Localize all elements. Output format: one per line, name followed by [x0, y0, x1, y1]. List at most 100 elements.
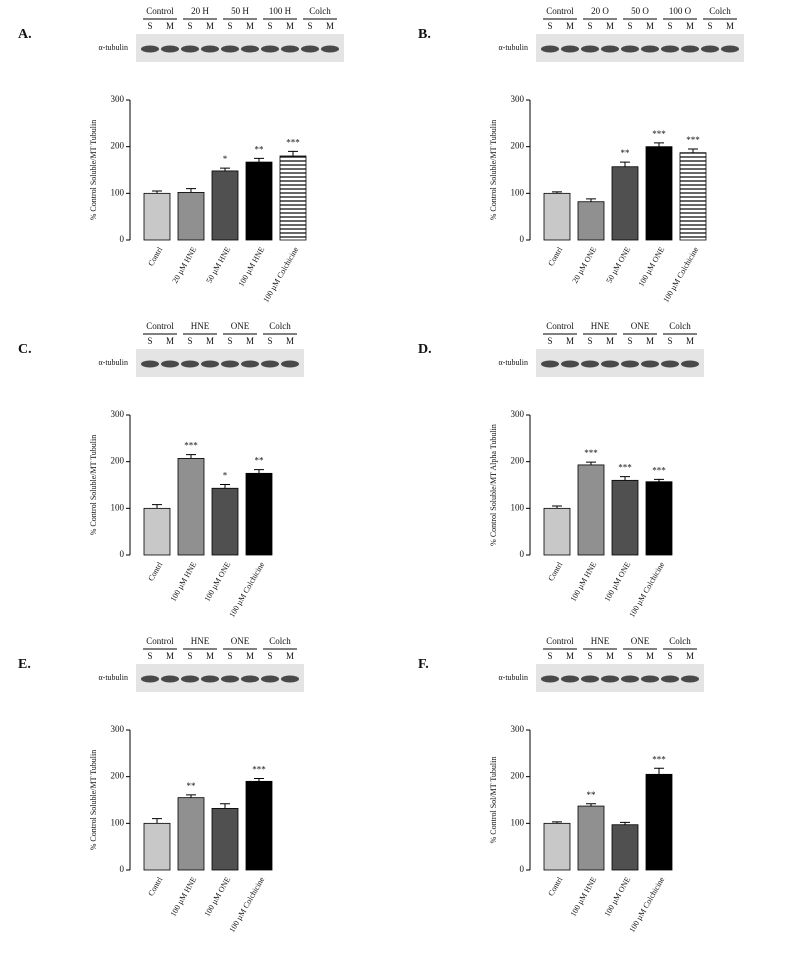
panel-label: E.	[18, 657, 31, 672]
y-tick-label: 300	[511, 724, 525, 734]
significance-label: **	[621, 148, 631, 158]
x-tick-label: 100 µM HNE	[168, 875, 198, 918]
lane-label: S	[547, 651, 552, 661]
blot-group-label: 100 O	[669, 6, 692, 16]
bar	[543, 192, 571, 241]
x-tick-label: 100 µM HNE	[568, 875, 598, 918]
bar	[679, 152, 707, 241]
blot-band	[261, 360, 279, 368]
blot-group-label: 50 H	[231, 6, 249, 16]
lane-label: S	[307, 21, 312, 31]
lane-label: S	[627, 651, 632, 661]
blot-band	[241, 360, 259, 368]
blot-band	[601, 45, 619, 53]
y-axis-label: % Control Sol/MT Tubulin	[489, 757, 498, 844]
error-bar	[586, 803, 596, 807]
lane-label: S	[667, 336, 672, 346]
blot-group-label: Colch	[669, 636, 691, 646]
x-tick-label: 100 µM Colchicine	[227, 560, 266, 619]
lane-label: M	[646, 651, 654, 661]
x-tick-label: 20 µM ONE	[570, 245, 598, 284]
blot-group-label: Colch	[269, 321, 291, 331]
lane-label: M	[166, 336, 174, 346]
y-tick-label: 200	[511, 141, 525, 151]
error-bar	[552, 191, 562, 194]
lane-label: S	[267, 651, 272, 661]
blot-band	[181, 360, 199, 368]
lane-label: S	[667, 21, 672, 31]
bar	[211, 808, 239, 871]
blot-band	[141, 45, 159, 53]
blot-band	[641, 360, 659, 368]
lane-label: M	[686, 21, 694, 31]
blot-image	[136, 664, 304, 692]
bar	[177, 797, 205, 871]
x-tick-label: 100 µM Colchicine	[227, 875, 266, 934]
bar	[211, 487, 239, 556]
y-tick-label: 0	[520, 234, 525, 244]
blot-band	[261, 45, 279, 53]
blot-band	[621, 360, 639, 368]
bar	[645, 481, 673, 556]
blot-band	[161, 360, 179, 368]
blot-group-label: ONE	[231, 636, 250, 646]
panel-label: F.	[418, 657, 429, 672]
y-axis-label: % Control Soluble/MT Tubulin	[89, 750, 98, 851]
blot-band	[141, 675, 159, 683]
y-tick-label: 100	[511, 502, 525, 512]
error-bar	[186, 188, 196, 193]
lane-label: M	[206, 651, 214, 661]
y-tick-label: 200	[511, 456, 525, 466]
y-tick-label: 100	[511, 817, 525, 827]
x-tick-label: Contrl	[546, 875, 564, 898]
y-tick-label: 300	[111, 409, 125, 419]
blot-band	[661, 45, 679, 53]
lane-label: S	[227, 651, 232, 661]
blot-band	[241, 45, 259, 53]
bar	[645, 146, 673, 241]
bar	[245, 472, 273, 556]
lane-label: S	[267, 336, 272, 346]
bar	[577, 464, 605, 556]
significance-label: **	[587, 790, 597, 800]
blot-band	[581, 45, 599, 53]
significance-label: ***	[584, 448, 598, 458]
x-tick-label: Contrl	[546, 560, 564, 583]
error-bar	[288, 150, 298, 156]
error-bar	[254, 778, 264, 782]
blot-band	[681, 45, 699, 53]
x-tick-label: 100 µM HNE	[568, 560, 598, 603]
y-tick-label: 300	[511, 94, 525, 104]
y-tick-label: 100	[111, 187, 125, 197]
blot-label: α-tubulin	[498, 673, 528, 682]
bar	[143, 822, 171, 871]
lane-label: S	[707, 21, 712, 31]
significance-label: ***	[286, 137, 300, 147]
blot-band	[721, 45, 739, 53]
blot-group-label: Control	[546, 6, 574, 16]
blot-band	[221, 45, 239, 53]
blot-image	[536, 664, 704, 692]
blot-band	[281, 360, 299, 368]
bar	[543, 507, 571, 556]
x-tick-label: 100 µM ONE	[202, 560, 232, 603]
blot-label: α-tubulin	[98, 673, 128, 682]
blot-band	[641, 675, 659, 683]
x-tick-label: 50 µM HNE	[204, 245, 232, 284]
blot-band	[221, 360, 239, 368]
x-tick-label: 100 µM Colchicine	[627, 560, 666, 619]
lane-label: M	[286, 651, 294, 661]
lane-label: S	[267, 21, 272, 31]
bar	[211, 170, 239, 241]
blot-band	[201, 45, 219, 53]
error-bar	[220, 167, 230, 171]
blot-group-label: ONE	[631, 321, 650, 331]
error-bar	[654, 478, 664, 482]
blot-group-label: HNE	[191, 636, 210, 646]
y-tick-label: 200	[111, 771, 125, 781]
blot-group-label: 100 H	[269, 6, 292, 16]
y-tick-label: 300	[111, 94, 125, 104]
lane-label: S	[147, 651, 152, 661]
blot-group-label: 20 H	[191, 6, 209, 16]
bar	[611, 166, 639, 241]
